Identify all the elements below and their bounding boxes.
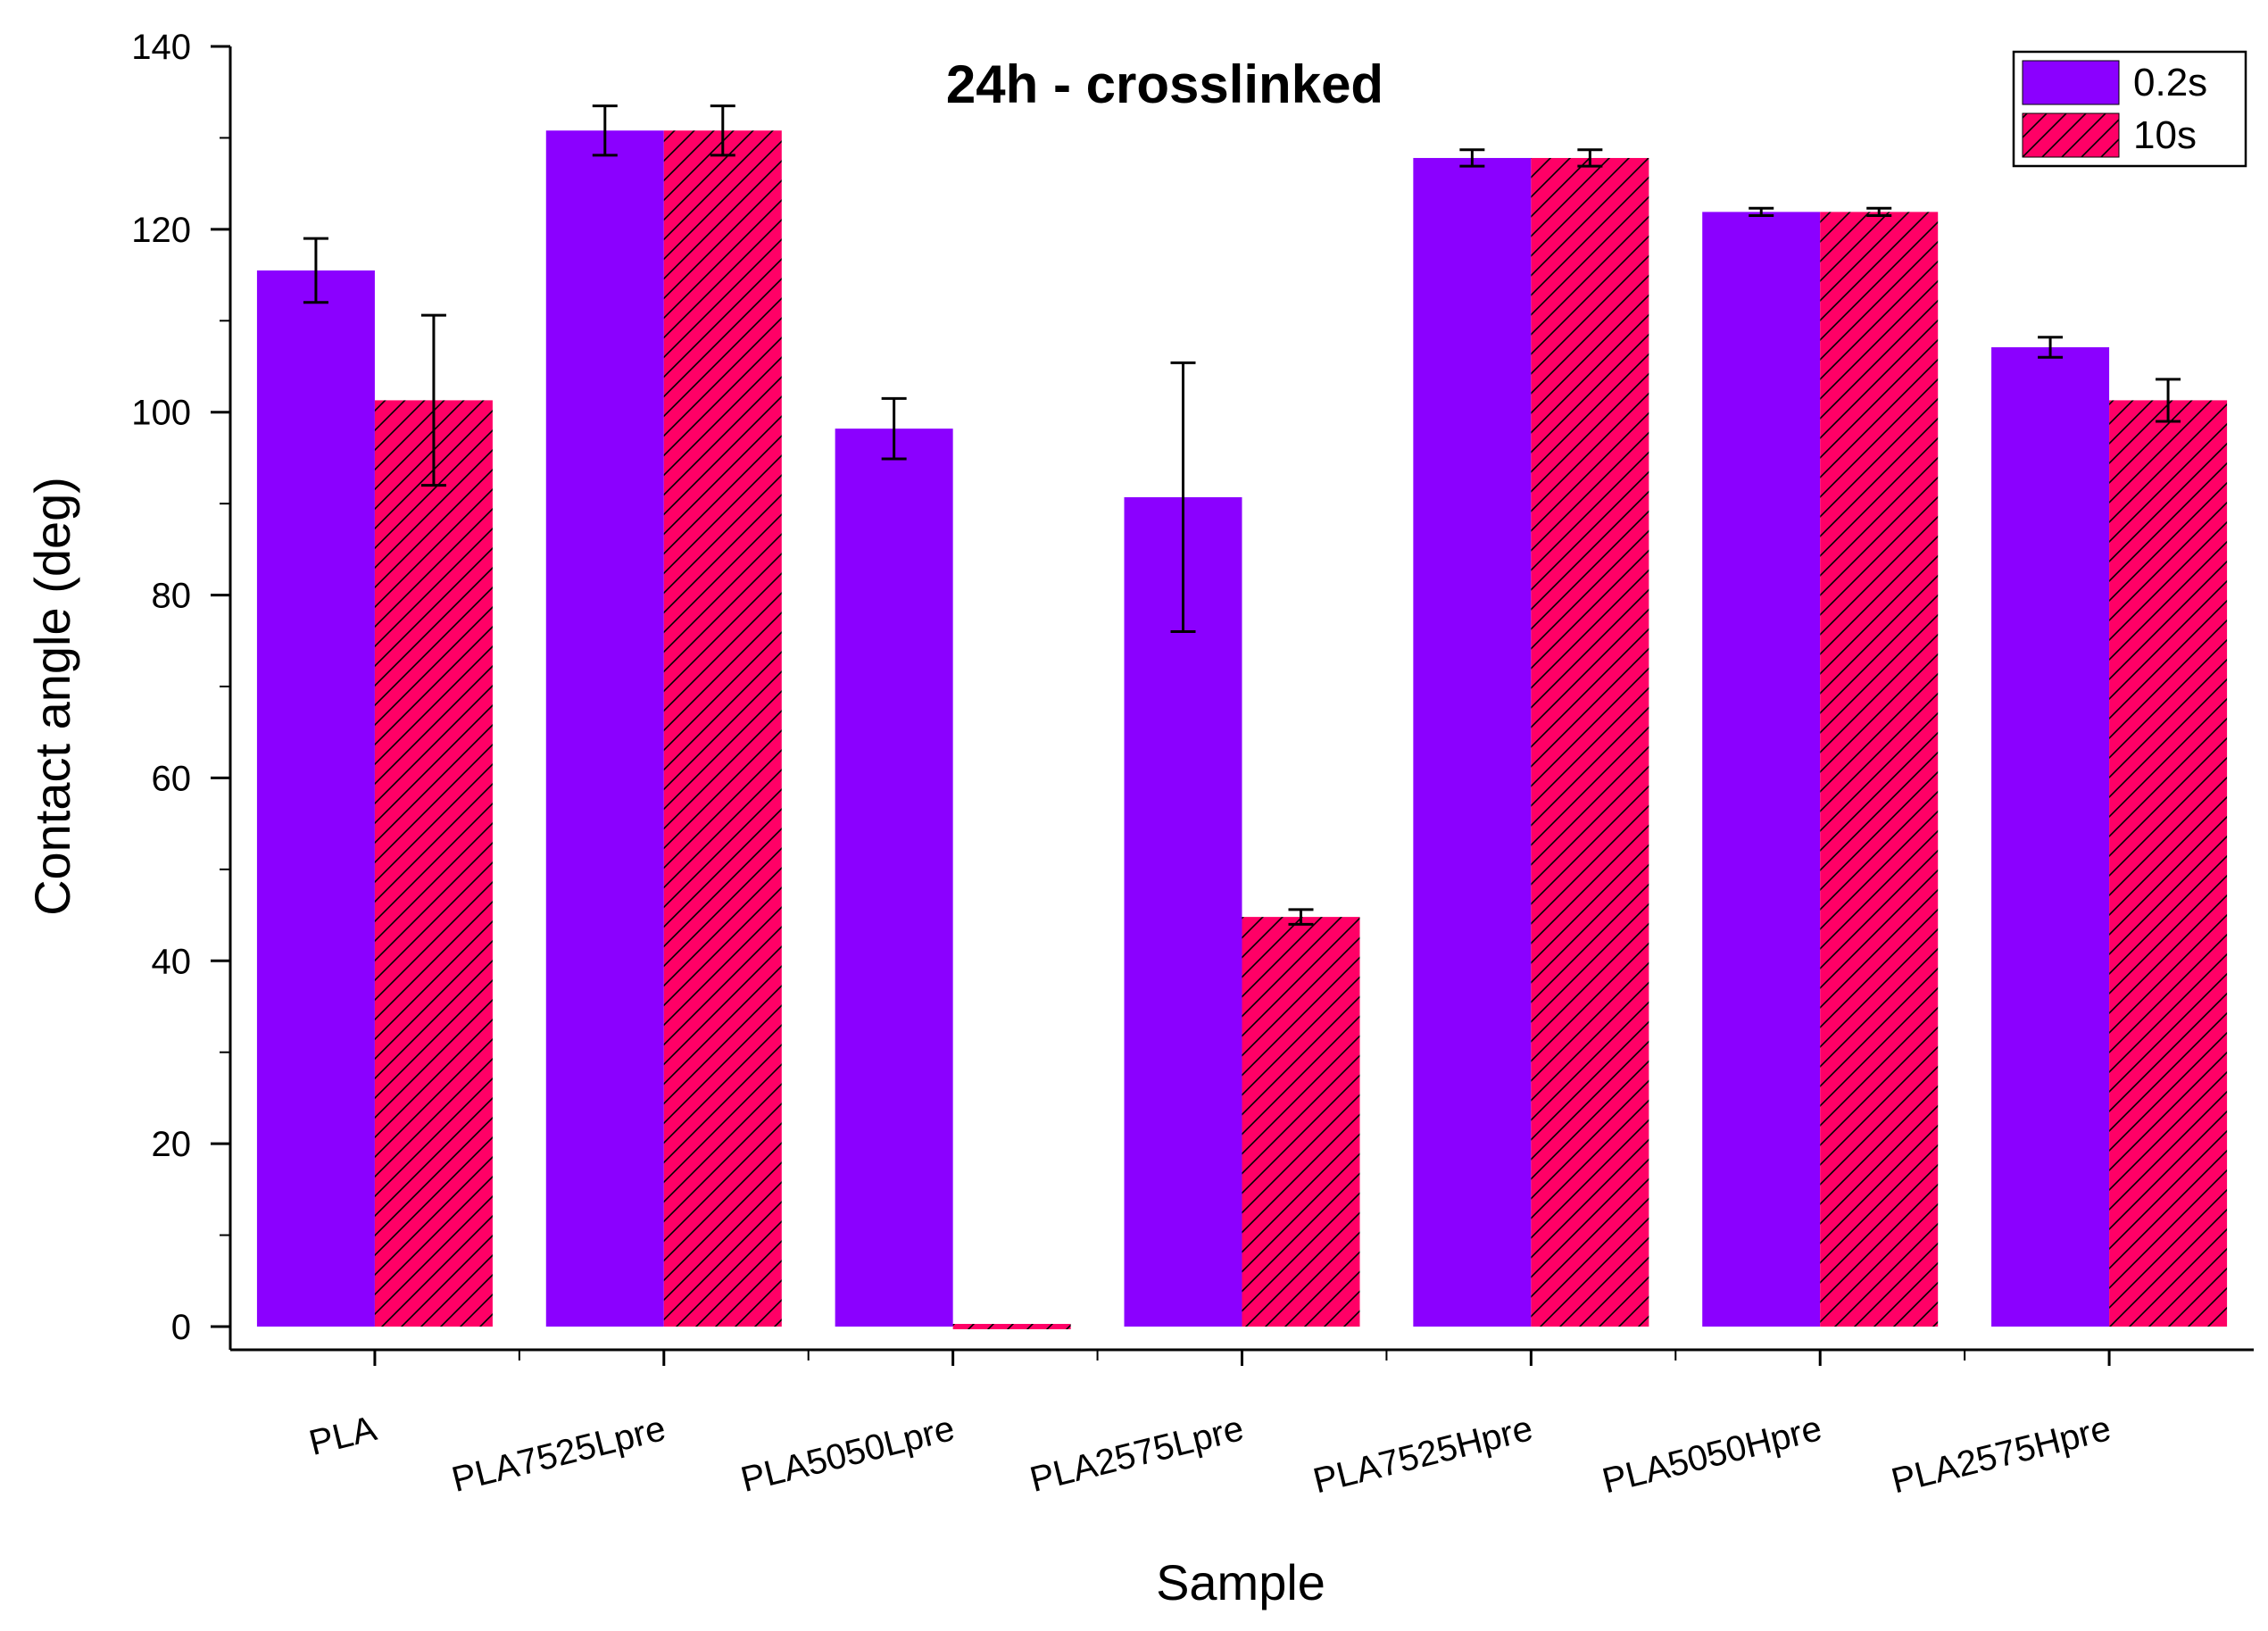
y-tick-label: 80	[152, 577, 192, 616]
y-tick-label: 140	[131, 28, 191, 67]
chart-title: 24h - crosslinked	[946, 54, 1383, 114]
y-tick-label: 60	[152, 759, 192, 798]
bar-0.2s-PLA2575Lpre	[1124, 496, 1242, 1327]
bar-0.2s-PLA5050Lpre	[835, 429, 953, 1327]
y-tick-label: 20	[152, 1125, 192, 1164]
y-ticks: 0 20 40 60 80 100 120 140	[131, 28, 230, 1347]
y-axis-label: Contact angle (deg)	[24, 477, 80, 916]
x-tick-label: PLA2575Lpre	[1026, 1409, 1248, 1500]
bar-0.2s-PLA7525Lpre	[545, 130, 664, 1327]
y-tick-label: 0	[171, 1308, 191, 1347]
bar-10s-PLA5050Lpre	[952, 1324, 1071, 1329]
bar-10s-PLA	[374, 400, 493, 1327]
y-tick-label: 100	[131, 394, 191, 433]
error-bars-layer	[303, 104, 2181, 926]
legend: 0.2s 10s	[2012, 50, 2247, 168]
legend-label-0.2s: 0.2s	[2133, 61, 2207, 104]
x-tick-label: PLA2575Hpre	[1888, 1409, 2114, 1501]
bars-layer	[256, 130, 2228, 1329]
bar-10s-PLA7525Hpre	[1531, 157, 1649, 1327]
bar-0.2s-PLA7525Hpre	[1413, 157, 1532, 1327]
legend-swatch-10s	[2022, 112, 2120, 158]
legend-swatch-0.2s	[2022, 60, 2120, 105]
x-ticks: PLA PLA7525Lpre PLA5050Lpre PLA2575Lpre PLA7…	[305, 1350, 2114, 1502]
x-tick-label: PLA	[305, 1409, 380, 1463]
x-tick-label: PLA7525Hpre	[1309, 1409, 1536, 1501]
x-axis-label: Sample	[1156, 1554, 1325, 1610]
legend-label-10s: 10s	[2133, 113, 2197, 157]
bar-0.2s-PLA5050Hpre	[1702, 212, 1821, 1327]
y-tick-label: 120	[131, 211, 191, 250]
bar-10s-PLA7525Lpre	[663, 130, 782, 1327]
x-tick-label: PLA5050Lpre	[737, 1409, 959, 1500]
bar-0.2s-PLA2575Hpre	[1991, 346, 2110, 1327]
bar-10s-PLA5050Hpre	[1820, 212, 1939, 1327]
bar-0.2s-PLA	[256, 270, 375, 1327]
y-tick-label: 40	[152, 942, 192, 981]
x-tick-label: PLA5050Hpre	[1599, 1409, 1825, 1501]
bar-10s-PLA2575Hpre	[2109, 400, 2228, 1327]
bar-10s-PLA2575Lpre	[1242, 917, 1360, 1327]
x-tick-label: PLA7525Lpre	[448, 1409, 669, 1500]
